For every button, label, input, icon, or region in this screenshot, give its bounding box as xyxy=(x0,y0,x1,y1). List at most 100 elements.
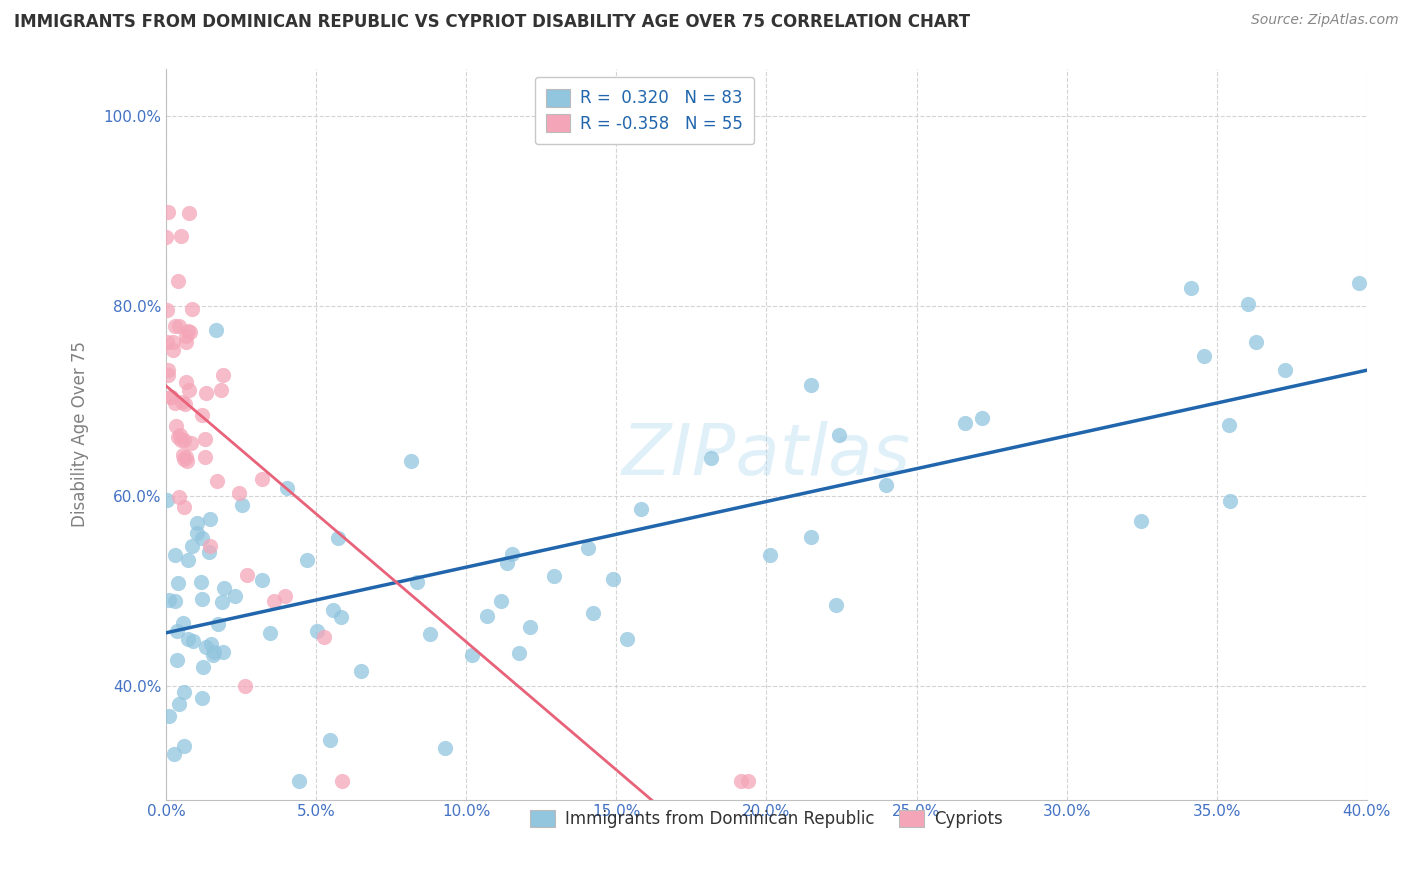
Immigrants from Dominican Republic xyxy=(197,545,219,559)
Text: Source: ZipAtlas.com: Source: ZipAtlas.com xyxy=(1251,13,1399,28)
Immigrants from Dominican Republic xyxy=(211,595,233,609)
Immigrants from Dominican Republic xyxy=(181,539,204,553)
Immigrants from Dominican Republic xyxy=(231,498,253,512)
Immigrants from Dominican Republic xyxy=(163,747,186,761)
Immigrants from Dominican Republic xyxy=(875,477,897,491)
Immigrants from Dominican Republic xyxy=(191,659,214,673)
Text: ZIPatlas: ZIPatlas xyxy=(621,421,911,491)
Cypriots xyxy=(157,363,180,377)
Immigrants from Dominican Republic xyxy=(173,739,195,753)
Cypriots xyxy=(233,679,256,693)
Immigrants from Dominican Republic xyxy=(1244,335,1267,350)
Immigrants from Dominican Republic xyxy=(194,640,217,654)
Legend: Immigrants from Dominican Republic, Cypriots: Immigrants from Dominican Republic, Cypr… xyxy=(523,804,1010,835)
Immigrants from Dominican Republic xyxy=(167,697,190,711)
Cypriots xyxy=(169,319,191,334)
Immigrants from Dominican Republic xyxy=(1274,363,1296,377)
Cypriots xyxy=(170,433,193,447)
Cypriots xyxy=(156,335,179,350)
Immigrants from Dominican Republic xyxy=(319,732,342,747)
Cypriots xyxy=(172,448,194,462)
Immigrants from Dominican Republic xyxy=(1237,297,1260,311)
Immigrants from Dominican Republic xyxy=(406,574,429,589)
Immigrants from Dominican Republic xyxy=(419,627,441,641)
Immigrants from Dominican Republic xyxy=(321,603,343,617)
Cypriots xyxy=(176,454,198,468)
Immigrants from Dominican Republic xyxy=(399,454,422,468)
Cypriots xyxy=(165,419,187,434)
Immigrants from Dominican Republic xyxy=(307,624,329,638)
Immigrants from Dominican Republic xyxy=(475,609,498,624)
Immigrants from Dominican Republic xyxy=(186,525,208,540)
Immigrants from Dominican Republic xyxy=(461,648,484,662)
Immigrants from Dominican Republic xyxy=(489,594,512,608)
Immigrants from Dominican Republic xyxy=(1192,349,1215,363)
Cypriots xyxy=(174,397,197,411)
Cypriots xyxy=(173,500,195,514)
Cypriots xyxy=(198,539,221,553)
Cypriots xyxy=(174,329,197,343)
Cypriots xyxy=(180,436,202,450)
Cypriots xyxy=(180,302,202,317)
Immigrants from Dominican Republic xyxy=(166,624,188,638)
Immigrants from Dominican Republic xyxy=(212,581,235,595)
Immigrants from Dominican Republic xyxy=(224,590,246,604)
Immigrants from Dominican Republic xyxy=(800,378,823,392)
Immigrants from Dominican Republic xyxy=(576,541,599,556)
Immigrants from Dominican Republic xyxy=(177,632,200,646)
Immigrants from Dominican Republic xyxy=(970,410,993,425)
Cypriots xyxy=(165,319,187,334)
Immigrants from Dominican Republic xyxy=(173,685,195,699)
Immigrants from Dominican Republic xyxy=(191,531,214,545)
Cypriots xyxy=(162,334,184,349)
Cypriots xyxy=(157,204,180,219)
Cypriots xyxy=(211,384,233,398)
Immigrants from Dominican Republic xyxy=(186,516,208,530)
Cypriots xyxy=(169,427,191,442)
Immigrants from Dominican Republic xyxy=(328,531,350,545)
Cypriots xyxy=(191,409,214,423)
Immigrants from Dominican Republic xyxy=(699,451,721,466)
Cypriots xyxy=(166,430,188,444)
Cypriots xyxy=(174,450,197,464)
Immigrants from Dominican Republic xyxy=(602,572,624,586)
Cypriots xyxy=(174,334,197,349)
Cypriots xyxy=(156,302,179,317)
Cypriots xyxy=(155,229,177,244)
Immigrants from Dominican Republic xyxy=(1348,276,1371,290)
Immigrants from Dominican Republic xyxy=(167,575,190,590)
Immigrants from Dominican Republic xyxy=(207,617,229,632)
Immigrants from Dominican Republic xyxy=(1129,514,1152,528)
Immigrants from Dominican Republic xyxy=(200,637,222,651)
Cypriots xyxy=(228,485,250,500)
Immigrants from Dominican Republic xyxy=(202,648,225,663)
Immigrants from Dominican Republic xyxy=(156,492,179,507)
Cypriots xyxy=(170,229,193,244)
Cypriots xyxy=(165,396,187,410)
Cypriots xyxy=(179,325,201,339)
Immigrants from Dominican Republic xyxy=(616,632,638,646)
Cypriots xyxy=(194,450,217,465)
Immigrants from Dominican Republic xyxy=(177,553,200,567)
Immigrants from Dominican Republic xyxy=(297,553,319,567)
Immigrants from Dominican Republic xyxy=(165,548,187,562)
Cypriots xyxy=(330,773,353,788)
Immigrants from Dominican Republic xyxy=(212,645,235,659)
Immigrants from Dominican Republic xyxy=(1219,494,1241,508)
Cypriots xyxy=(250,472,273,486)
Immigrants from Dominican Republic xyxy=(508,646,530,660)
Immigrants from Dominican Republic xyxy=(190,575,212,590)
Immigrants from Dominican Republic xyxy=(205,323,228,337)
Cypriots xyxy=(205,474,228,488)
Cypriots xyxy=(312,630,335,644)
Cypriots xyxy=(160,390,183,404)
Text: IMMIGRANTS FROM DOMINICAN REPUBLIC VS CYPRIOT DISABILITY AGE OVER 75 CORRELATION: IMMIGRANTS FROM DOMINICAN REPUBLIC VS CY… xyxy=(14,13,970,31)
Cypriots xyxy=(174,375,197,389)
Immigrants from Dominican Republic xyxy=(202,645,225,659)
Immigrants from Dominican Republic xyxy=(519,620,541,634)
Immigrants from Dominican Republic xyxy=(758,549,780,563)
Immigrants from Dominican Republic xyxy=(434,740,457,755)
Immigrants from Dominican Republic xyxy=(287,773,309,788)
Immigrants from Dominican Republic xyxy=(250,573,273,587)
Immigrants from Dominican Republic xyxy=(191,690,214,705)
